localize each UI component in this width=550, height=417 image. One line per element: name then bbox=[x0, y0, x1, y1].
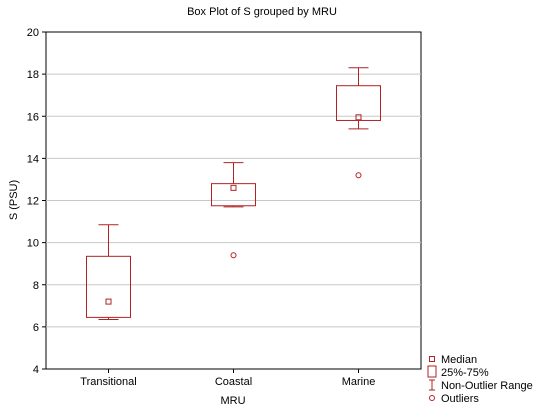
legend-label: 25%-75% bbox=[441, 367, 489, 379]
legend-item-whisker: Non-Outlier Range bbox=[429, 379, 533, 392]
x-tick-label: Coastal bbox=[215, 376, 252, 388]
box-series bbox=[86, 67, 381, 321]
x-tick-label: Marine bbox=[342, 376, 376, 388]
iqr-box bbox=[211, 183, 256, 207]
legend-item-box: 25%-75% bbox=[427, 365, 489, 379]
y-tick-label: 14 bbox=[27, 153, 39, 165]
outlier-marker bbox=[355, 172, 362, 179]
median-marker bbox=[105, 298, 112, 305]
box-marine bbox=[336, 67, 381, 179]
iqr-box bbox=[86, 255, 131, 318]
legend-item-outlier: Outliers bbox=[429, 393, 479, 405]
y-tick-label: 4 bbox=[33, 364, 39, 376]
y-tick-label: 10 bbox=[27, 238, 39, 250]
legend-median-icon bbox=[429, 356, 435, 362]
y-axis: 4 6 8 10 12 14 16 18 20 bbox=[27, 27, 46, 376]
legend-label: Outliers bbox=[441, 393, 479, 405]
y-tick-label: 12 bbox=[27, 196, 39, 208]
y-tick-label: 6 bbox=[33, 322, 39, 334]
legend-box-icon bbox=[427, 365, 437, 378]
legend-outlier-icon bbox=[429, 395, 435, 401]
x-axis: Transitional Coastal Marine bbox=[80, 369, 375, 388]
box-coastal bbox=[211, 162, 256, 259]
y-tick-label: 16 bbox=[27, 111, 39, 123]
legend-label: Non-Outlier Range bbox=[441, 380, 533, 392]
box-transitional bbox=[86, 224, 131, 321]
outlier-marker bbox=[230, 252, 237, 259]
y-axis-label: S (PSU) bbox=[8, 180, 20, 220]
x-axis-label: MRU bbox=[220, 395, 245, 407]
y-tick-label: 8 bbox=[33, 280, 39, 292]
y-tick-label: 18 bbox=[27, 69, 39, 81]
chart-title: Box Plot of S grouped by MRU bbox=[187, 6, 337, 18]
y-tick-label: 20 bbox=[27, 27, 39, 39]
median-marker bbox=[230, 184, 237, 191]
median-marker bbox=[355, 114, 362, 121]
iqr-box bbox=[336, 85, 381, 121]
x-tick-label: Transitional bbox=[80, 376, 136, 388]
legend-label: Median bbox=[441, 354, 477, 366]
legend-item-median: Median bbox=[429, 354, 477, 366]
